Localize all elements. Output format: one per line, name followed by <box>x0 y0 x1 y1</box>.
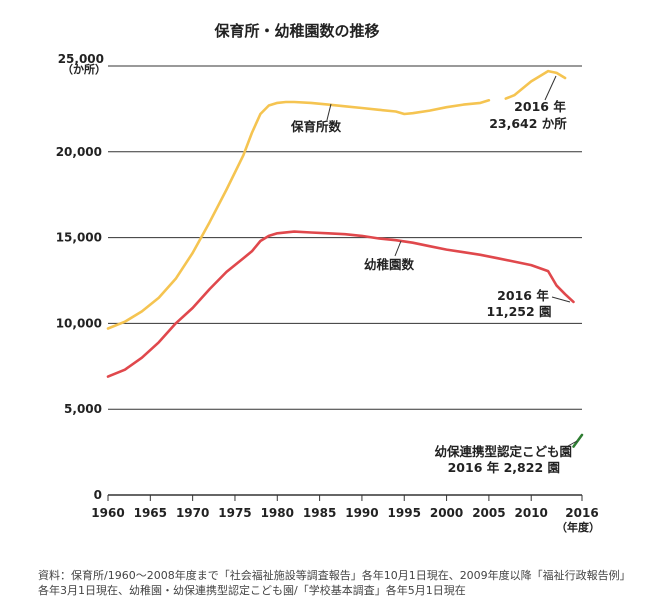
y-tick-label: 20,000 <box>56 145 102 159</box>
x-axis-unit: （年度） <box>556 520 600 534</box>
x-axis-ticks: 1960 1965 1970 1975 1980 1985 1990 1995 2000 2005… <box>91 495 599 520</box>
x-tick-label: 1965 <box>134 506 167 520</box>
annotation-leader-youchien-2016 <box>551 296 571 303</box>
annotation-hoikusho-2016-value: 23,642 か所 <box>489 116 567 131</box>
series-group <box>106 69 584 448</box>
x-tick-label: 2010 <box>515 506 548 520</box>
x-tick-label: 1990 <box>345 506 378 520</box>
y-tick-label: 10,000 <box>56 316 102 330</box>
gridlines <box>108 65 582 496</box>
x-tick-label: 2000 <box>430 506 463 520</box>
y-tick-label: 5,000 <box>64 402 102 416</box>
x-tick-label: 2016 <box>565 506 598 520</box>
x-tick-label: 1960 <box>91 506 124 520</box>
y-axis-unit: （か所） <box>62 62 106 76</box>
y-tick-label: 25,000 <box>58 52 104 66</box>
x-tick-label: 1995 <box>388 506 421 520</box>
chart-title: 保育所・幼稚園数の推移 <box>213 22 379 40</box>
x-tick-label: 2005 <box>472 506 505 520</box>
annotation-leader-hoikusho <box>326 103 332 121</box>
series-line-2 <box>106 230 575 378</box>
source-note: 資料：保育所/1960〜2008年度まで「社会福祉施設等調査報告」各年10月1日… <box>38 569 626 597</box>
annotation-leader-hoikusho-2016 <box>544 75 557 101</box>
chart: 保育所・幼稚園数の推移 0 5,000 10,000 15,000 20,000 25,0… <box>56 22 600 534</box>
y-tick-label: 0 <box>94 488 102 502</box>
annotation-youchien-label: 幼稚園数 <box>364 257 415 272</box>
y-axis-ticks: 0 5,000 10,000 15,000 20,000 25,000 <box>56 52 104 502</box>
series-line-3 <box>572 433 584 448</box>
annotation-hoikusho-label: 保育所数 <box>290 119 342 134</box>
annotation-youchien-2016-year: 2016 年 <box>497 288 549 303</box>
annotation-leader-youchien <box>394 240 402 257</box>
x-tick-label: 1985 <box>303 506 336 520</box>
series-line-1 <box>504 69 567 100</box>
annotation-youchien-2016-value: 11,252 園 <box>486 304 551 319</box>
x-tick-label: 1980 <box>261 506 294 520</box>
series-line-0 <box>106 99 491 330</box>
y-tick-label: 15,000 <box>56 231 102 245</box>
x-tick-label: 1975 <box>218 506 251 520</box>
x-tick-label: 1970 <box>176 506 209 520</box>
annotation-kodomoen-name: 幼保連携型認定こども園 <box>434 444 572 459</box>
annotation-leader-kodomoen <box>567 440 578 447</box>
annotation-hoikusho-2016-year: 2016 年 <box>514 99 566 114</box>
annotation-kodomoen-2016: 2016 年 2,822 園 <box>448 460 560 475</box>
